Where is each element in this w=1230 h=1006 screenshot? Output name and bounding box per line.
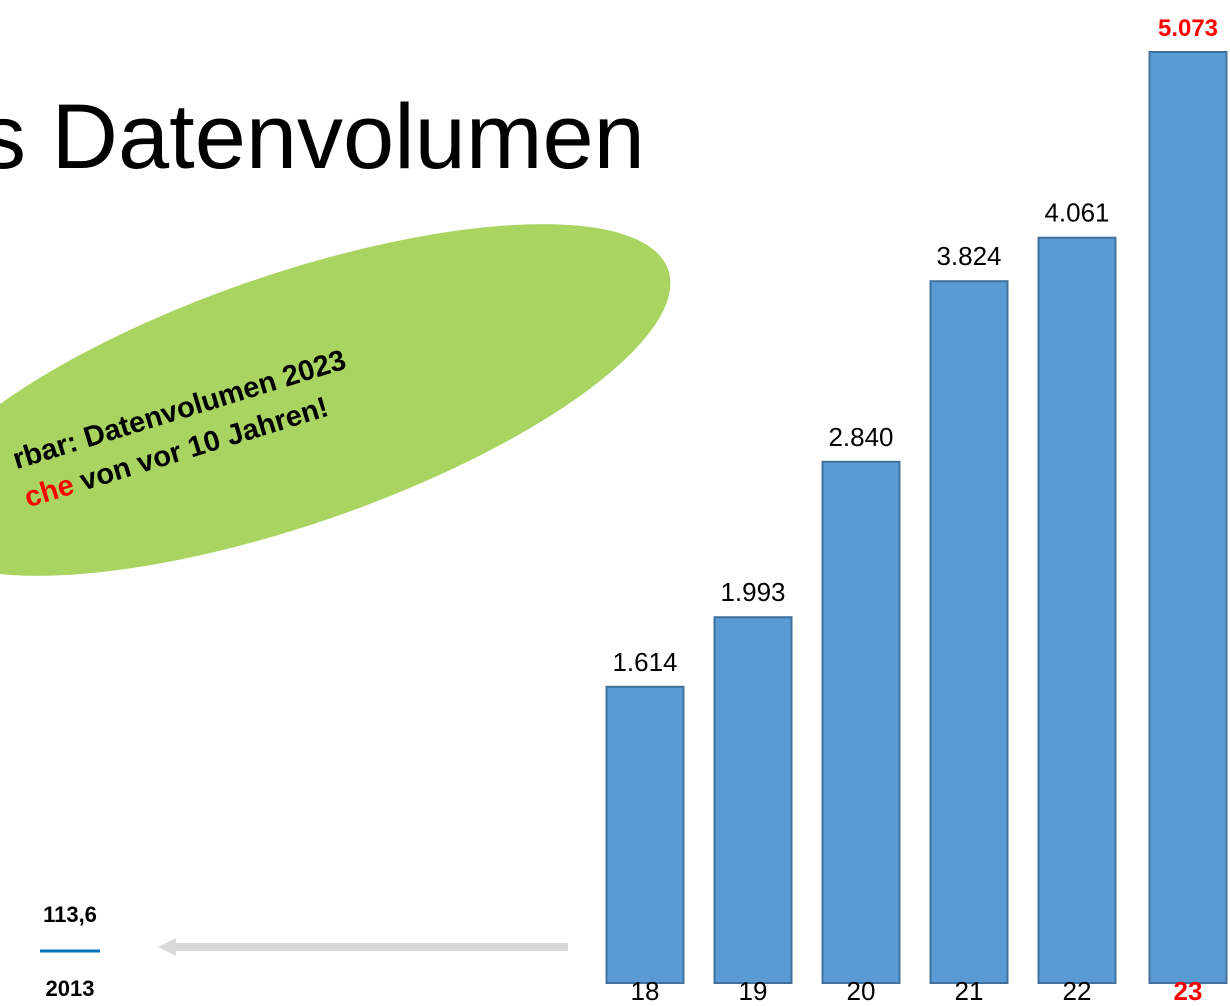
value-label: 2.840: [828, 422, 893, 452]
bar: [713, 616, 793, 985]
arrow-head: [158, 938, 176, 956]
x-tick-label: 21: [955, 976, 984, 1006]
x-tick-label: 23: [1174, 976, 1203, 1006]
x-tick-label: 20: [847, 976, 876, 1006]
bar: [929, 280, 1009, 984]
bar: [1037, 236, 1117, 984]
callout-ellipse: [0, 224, 671, 576]
bar: [821, 460, 901, 984]
x-tick-label: 22: [1063, 976, 1092, 1006]
bar: [1148, 51, 1228, 984]
value-label: 1.993: [720, 577, 785, 607]
value-label: 4.061: [1044, 198, 1109, 228]
value-label: 3.824: [936, 241, 1001, 271]
x-tick-label: 19: [739, 976, 768, 1006]
chart-title: s Datenvolumen: [0, 86, 645, 188]
reference-value-label: 113,6: [43, 902, 97, 927]
value-label: 1.614: [612, 647, 677, 677]
x-tick-label: 18: [631, 976, 660, 1006]
bar: [605, 685, 685, 984]
value-label: 5.073: [1158, 15, 1218, 42]
reference-label: 2013: [46, 976, 95, 1001]
